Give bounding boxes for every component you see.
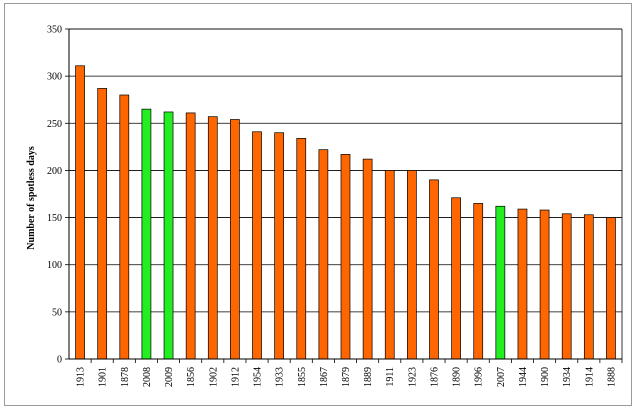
bar-1901 <box>97 88 108 360</box>
axes <box>65 28 623 363</box>
x-tick-label-2007: 2007 <box>496 367 507 387</box>
y-tick-label: 100 <box>47 260 62 271</box>
x-tick-label-1934: 1934 <box>562 367 573 387</box>
bar-1912 <box>230 119 240 360</box>
bar-2008 <box>141 108 152 360</box>
bar-1933 <box>274 132 284 360</box>
x-tick-label-1888: 1888 <box>606 367 617 387</box>
x-tick-label-1889: 1889 <box>363 367 374 387</box>
x-tick-label-1855: 1855 <box>297 367 308 387</box>
x-tick-label-1901: 1901 <box>98 367 109 387</box>
x-tick-label-1867: 1867 <box>319 367 330 387</box>
x-tick-label-1996: 1996 <box>474 367 485 387</box>
x-tick-label-1856: 1856 <box>186 367 197 387</box>
bar-1876 <box>429 179 439 360</box>
y-tick-label: 250 <box>47 119 62 130</box>
y-tick-label: 350 <box>47 25 62 36</box>
bar-1856 <box>185 112 196 360</box>
bar-2007 <box>495 205 506 360</box>
x-tick-label-1914: 1914 <box>584 367 595 387</box>
y-tick-label: 200 <box>47 166 62 177</box>
x-tick-label-1954: 1954 <box>253 367 264 387</box>
x-tick-label-1876: 1876 <box>429 367 440 387</box>
x-tick-label-1933: 1933 <box>275 367 286 387</box>
bar-1900 <box>539 209 550 360</box>
bar-1913 <box>75 65 85 360</box>
bar-1855 <box>296 138 307 360</box>
bar-1996 <box>473 203 484 360</box>
bar-1867 <box>318 149 329 360</box>
bar-1902 <box>207 116 218 360</box>
x-tick-label-1923: 1923 <box>407 367 418 387</box>
bars <box>75 65 616 360</box>
bar-1911 <box>384 170 395 360</box>
y-axis-title: Number of spotless days <box>26 146 37 250</box>
bar-1914 <box>583 214 594 360</box>
chart-frame <box>4 3 632 406</box>
bar-1954 <box>252 131 262 360</box>
x-tick-label-1878: 1878 <box>120 367 131 387</box>
y-tick-label: 0 <box>57 355 62 366</box>
x-tick-label-2008: 2008 <box>142 367 153 387</box>
x-tick-label-1913: 1913 <box>76 367 87 387</box>
bar-1944 <box>517 208 528 360</box>
y-tick-label: 300 <box>47 72 62 83</box>
x-tick-label-1890: 1890 <box>452 367 463 387</box>
x-tick-label-2009: 2009 <box>164 367 175 387</box>
x-tick-label-1900: 1900 <box>540 367 551 387</box>
x-tick-label-1879: 1879 <box>341 367 352 387</box>
y-tick-labels: 0 50 100 150 200 250 300 350 <box>47 25 62 366</box>
y-tick-label: 150 <box>47 213 62 224</box>
x-tick-label-1912: 1912 <box>230 367 241 387</box>
bar-1878 <box>119 94 130 360</box>
x-tick-label-1902: 1902 <box>208 367 219 387</box>
bar-1879 <box>340 154 351 360</box>
y-tick-label: 50 <box>52 307 62 318</box>
x-tick-label-1911: 1911 <box>385 367 396 387</box>
bar-2009 <box>163 111 174 360</box>
bar-1934 <box>561 213 572 360</box>
bar-1890 <box>451 197 461 360</box>
bar-1923 <box>407 170 417 360</box>
x-tick-label-1944: 1944 <box>518 367 529 387</box>
x-tick-labels: 1913 1901 1878 2008 2009 1856 1902 1912 1954 1933… <box>76 367 618 387</box>
bar-1889 <box>362 158 373 360</box>
bar-1888 <box>606 217 616 360</box>
